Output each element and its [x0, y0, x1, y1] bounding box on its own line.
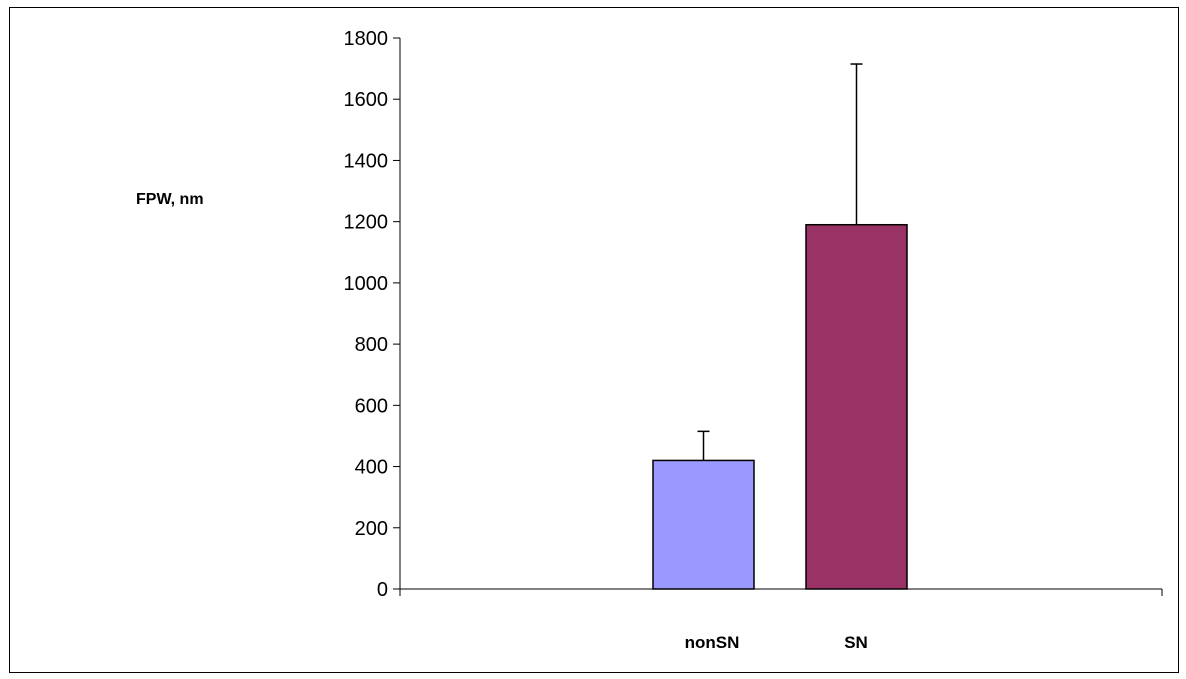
bars	[652, 223, 908, 590]
y-tick-label: 400	[355, 457, 388, 479]
bar-sn	[805, 223, 908, 590]
category-label-nonsn: nonSN	[685, 633, 740, 652]
bar-nonsn	[652, 459, 755, 590]
y-tick-label: 1200	[344, 212, 389, 234]
error-bars	[697, 63, 863, 461]
y-tick-label: 800	[355, 334, 388, 356]
y-tick-label: 1600	[344, 89, 389, 111]
chart-frame	[9, 7, 1179, 673]
y-axis-title: FPW, nm	[136, 191, 204, 208]
y-tick-labels: 0 200 400 600 800 1000 1200 1400 1600 1800	[344, 28, 389, 601]
axes	[393, 37, 1163, 596]
y-tick-label: 0	[377, 579, 388, 601]
y-tick-label: 1400	[344, 150, 389, 172]
y-tick-label: 200	[355, 518, 388, 540]
x-category-labels: nonSN SN	[685, 633, 868, 652]
y-tick-label: 1000	[344, 273, 389, 295]
y-tick-label: 600	[355, 395, 388, 417]
category-label-sn: SN	[844, 633, 868, 652]
y-tick-label: 1800	[344, 28, 389, 50]
